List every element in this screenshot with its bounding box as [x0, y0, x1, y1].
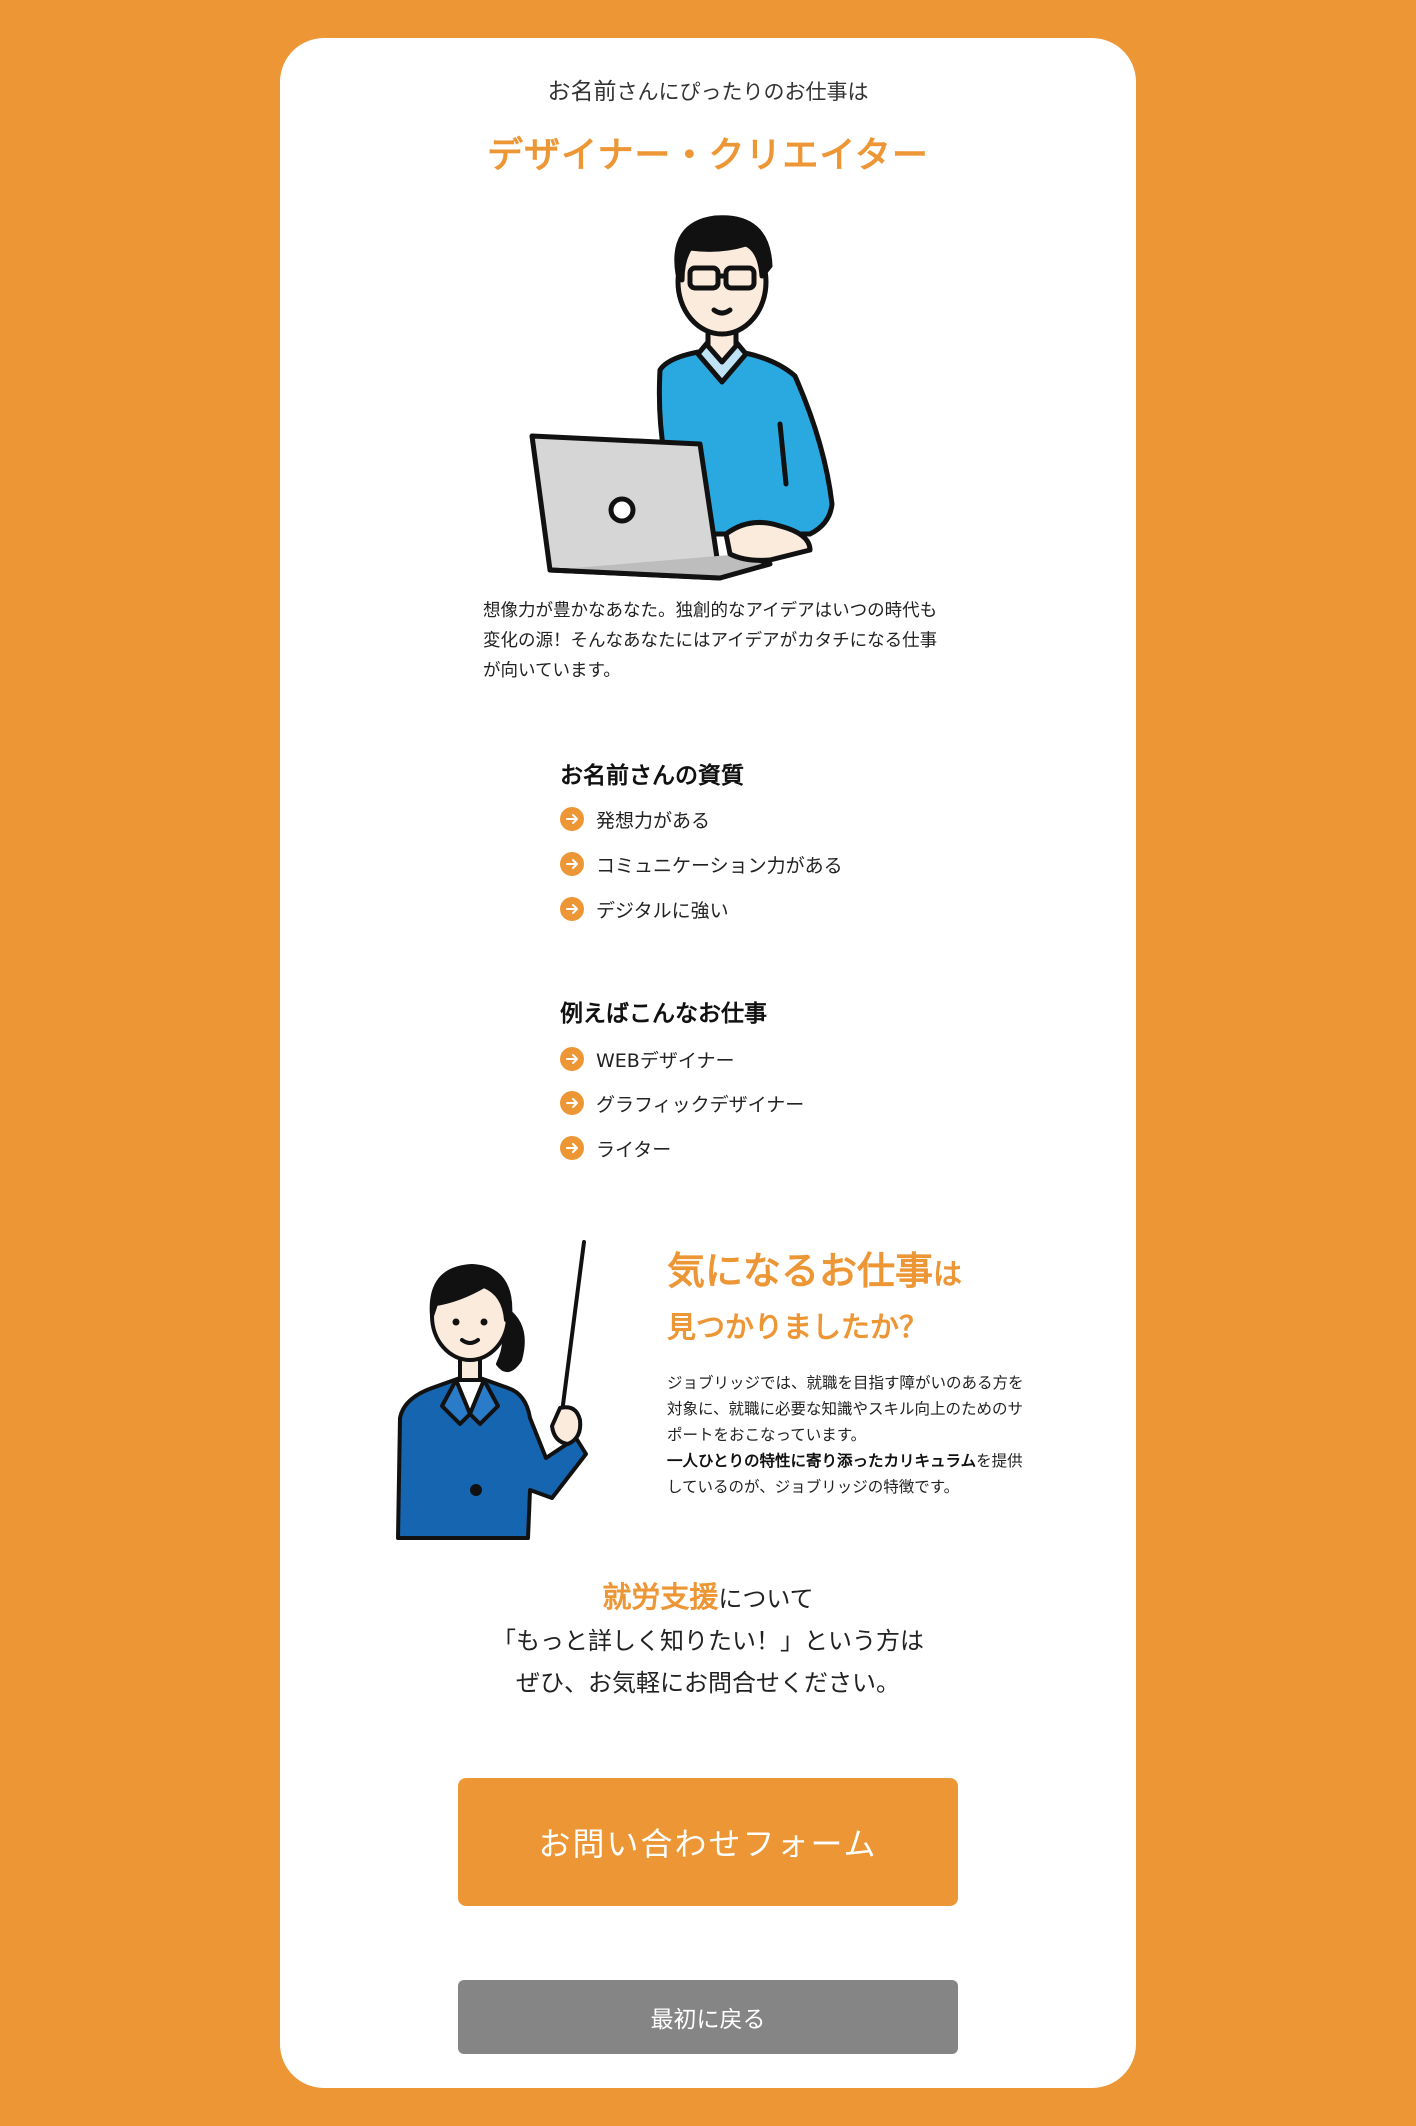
cta-heading: 気になるお仕事は 見つかりましたか？: [667, 1246, 962, 1352]
cta-body-bold: 一人ひとりの特性に寄り添ったカリキュラム: [667, 1452, 977, 1470]
trait-label: 発想力がある: [596, 809, 711, 832]
example-job-label: ライター: [596, 1138, 672, 1161]
arrow-right-icon: [560, 1091, 584, 1115]
support-line2: 「もっと詳しく知りたい！」という方は: [492, 1627, 924, 1655]
arrow-right-icon: [560, 1047, 584, 1071]
instructor-illustration: [396, 1240, 588, 1540]
example-job-item: WEBデザイナー: [560, 1044, 734, 1074]
cta-body-part1: ジョブリッジでは、就職を目指す障がいのある方を対象に、就職に必要な知識やスキル向…: [667, 1374, 1024, 1444]
trait-item: 発想力がある: [560, 804, 710, 834]
cta-heading-part2: は: [933, 1257, 963, 1291]
support-highlight: 就労支援: [602, 1580, 719, 1614]
examples-heading: 例えばこんなお仕事: [560, 1001, 767, 1027]
example-job-label: グラフィックデザイナー: [596, 1093, 805, 1116]
result-card: お名前さんにぴったりのお仕事は デザイナー・クリエイター: [280, 38, 1136, 2088]
arrow-right-icon: [560, 1136, 584, 1160]
back-to-start-button[interactable]: 最初に戻る: [458, 1980, 958, 2054]
contact-form-button[interactable]: お問い合わせフォーム: [458, 1778, 958, 1906]
intro-line: お名前さんにぴったりのお仕事は: [280, 72, 1136, 106]
trait-label: コミュニケーション力がある: [596, 854, 843, 877]
arrow-right-icon: [560, 807, 584, 831]
trait-label: デジタルに強い: [596, 899, 729, 922]
traits-heading: お名前さんの資質: [560, 763, 744, 789]
cta-body-part2: を提供しているのが、ジョブリッジの特徴です。: [667, 1452, 1023, 1496]
example-job-label: WEBデザイナー: [596, 1049, 735, 1072]
cta-body: ジョブリッジでは、就職を目指す障がいのある方を対象に、就職に必要な知識やスキル向…: [667, 1370, 1027, 1500]
intro-suffix: さんにぴったりのお仕事は: [616, 80, 869, 104]
support-line1: について: [718, 1585, 814, 1613]
cta-heading-part1: 気になるお仕事: [667, 1249, 934, 1293]
trait-item: コミュニケーション力がある: [560, 849, 843, 879]
arrow-right-icon: [560, 897, 584, 921]
support-message: 就労支援について 「もっと詳しく知りたい！」という方は ぜひ、お気軽にお問合せく…: [280, 1576, 1136, 1704]
cta-heading-line2: 見つかりましたか？: [667, 1310, 929, 1344]
job-description: 想像力が豊かなあなた。独創的なアイデアはいつの時代も変化の源！そんなあなたにはア…: [483, 601, 938, 681]
trait-item: デジタルに強い: [560, 894, 729, 924]
example-job-item: ライター: [560, 1133, 671, 1163]
job-title: デザイナー・クリエイター: [487, 135, 929, 176]
support-line3: ぜひ、お気軽にお問合せください。: [516, 1669, 900, 1697]
arrow-right-icon: [560, 852, 584, 876]
designer-illustration: [529, 215, 835, 581]
user-name: お名前: [547, 79, 617, 105]
example-job-item: グラフィックデザイナー: [560, 1088, 804, 1118]
